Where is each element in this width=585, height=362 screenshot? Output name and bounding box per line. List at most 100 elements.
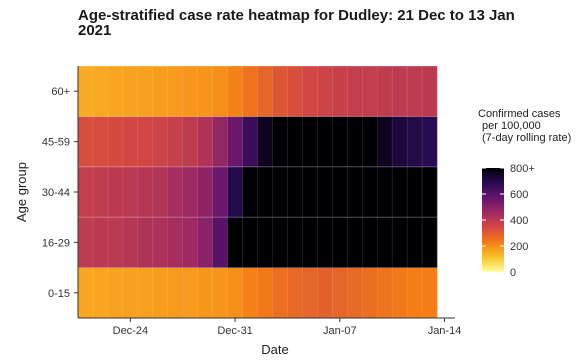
heatmap-cell — [287, 267, 303, 319]
heatmap-cell — [272, 267, 288, 319]
heatmap-cell — [332, 116, 348, 168]
heatmap-cell — [302, 66, 318, 117]
heatmap-cell — [197, 217, 213, 268]
heatmap-cell — [272, 166, 288, 218]
legend-tick-label: 400 — [510, 215, 528, 227]
chart-title-line-1: Age-stratified case rate heatmap for Dud… — [78, 7, 515, 24]
heatmap-cell — [152, 217, 169, 268]
y-tick-label: 60+ — [51, 86, 70, 98]
y-tick-label: 45-59 — [42, 137, 70, 149]
heatmap-cell — [347, 166, 363, 218]
heatmap-cell — [317, 217, 333, 268]
heatmap-cell — [257, 217, 273, 268]
heatmap-cell — [362, 217, 378, 268]
heatmap-cell — [78, 267, 94, 319]
y-axis-title: Age group — [14, 162, 29, 222]
heatmap-cell — [107, 217, 124, 268]
heatmap-cell — [302, 116, 318, 168]
heatmap-cell — [332, 66, 348, 117]
heatmap-cell — [377, 267, 393, 319]
heatmap-cell — [287, 116, 303, 168]
heatmap-cell — [137, 116, 154, 168]
heatmap-cell — [242, 66, 258, 117]
heatmap-cell — [167, 267, 184, 319]
heatmap-cell — [122, 267, 139, 319]
heatmap-cell — [332, 166, 348, 218]
heatmap-cell — [182, 217, 198, 268]
heatmap-cell — [242, 166, 258, 218]
heatmap-cell — [167, 66, 184, 117]
x-tick-label: Dec-31 — [217, 325, 252, 337]
heatmap-cell — [422, 66, 438, 117]
heatmap-cell — [377, 166, 393, 218]
legend-title-line-3: (7-day rolling rate) — [482, 132, 572, 144]
heatmap-cell — [302, 166, 318, 218]
heatmap-cells — [78, 66, 438, 319]
heatmap-cell — [407, 217, 423, 268]
heatmap-cell — [257, 116, 273, 168]
heatmap-cell — [347, 66, 363, 117]
y-tick-label: 16-29 — [42, 237, 70, 249]
heatmap-cell — [422, 217, 438, 268]
heatmap-cell — [227, 267, 243, 319]
chart-title-line-2: 2021 — [78, 22, 112, 39]
heatmap-cell — [227, 217, 243, 268]
heatmap-cell — [317, 267, 333, 319]
heatmap-cell — [407, 166, 423, 218]
heatmap-cell — [212, 166, 228, 218]
heatmap-cell — [137, 217, 154, 268]
heatmap-cell — [287, 217, 303, 268]
heatmap-cell — [122, 116, 139, 168]
heatmap-cell — [92, 166, 109, 218]
heatmap-cell — [78, 66, 94, 117]
heatmap-cell — [122, 217, 139, 268]
heatmap-cell — [317, 166, 333, 218]
y-tick-label: 30-44 — [42, 187, 70, 199]
heatmap-cell — [122, 166, 139, 218]
heatmap-cell — [242, 217, 258, 268]
heatmap-cell — [392, 267, 408, 319]
heatmap-cell — [407, 116, 423, 168]
heatmap-cell — [212, 217, 228, 268]
heatmap-cell — [347, 267, 363, 319]
heatmap-cell — [137, 267, 154, 319]
heatmap-cell — [242, 267, 258, 319]
heatmap-cell — [362, 66, 378, 117]
heatmap-cell — [377, 116, 393, 168]
heatmap-cell — [377, 217, 393, 268]
heatmap-cell — [227, 116, 243, 168]
heatmap-cell — [197, 166, 213, 218]
heatmap-cell — [152, 116, 169, 168]
heatmap-cell — [227, 166, 243, 218]
heatmap-cell — [107, 267, 124, 319]
heatmap-cell — [392, 66, 408, 117]
heatmap-cell — [362, 116, 378, 168]
heatmap-cell — [392, 116, 408, 168]
legend-tick-label: 200 — [510, 241, 528, 253]
chart-title: Age-stratified case rate heatmap for Dud… — [78, 8, 548, 38]
heatmap-cell — [257, 166, 273, 218]
heatmap-cell — [317, 66, 333, 117]
heatmap-cell — [182, 267, 198, 319]
heatmap-cell — [422, 267, 438, 319]
heatmap-cell — [332, 267, 348, 319]
heatmap-cell — [167, 166, 184, 218]
heatmap-cell — [272, 66, 288, 117]
heatmap-cell — [257, 66, 273, 117]
legend-tick-label: 600 — [510, 189, 528, 201]
legend-colorbar — [482, 168, 504, 272]
heatmap-cell — [422, 116, 438, 168]
heatmap-cell — [92, 116, 109, 168]
heatmap-cell — [347, 116, 363, 168]
heatmap-cell — [392, 217, 408, 268]
heatmap-cell — [362, 267, 378, 319]
heatmap-cell — [78, 217, 94, 268]
legend-title-line-1: Confirmed cases — [478, 108, 561, 120]
heatmap-cell — [302, 217, 318, 268]
heatmap-cell — [197, 267, 213, 319]
legend-title: Confirmed cases per 100,000 (7-day rolli… — [478, 108, 585, 144]
heatmap-cell — [152, 267, 169, 319]
heatmap-cell — [92, 66, 109, 117]
